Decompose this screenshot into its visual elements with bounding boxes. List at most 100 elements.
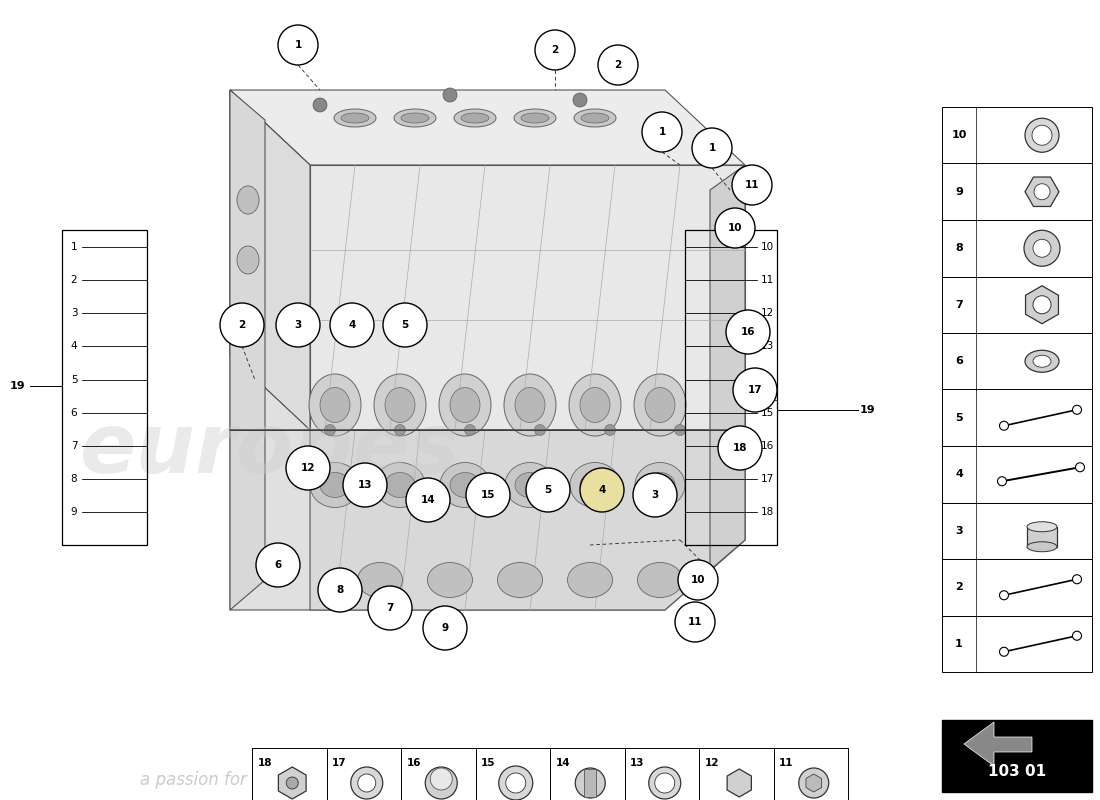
Circle shape [276,303,320,347]
Text: 15: 15 [482,758,496,768]
Text: 18: 18 [257,758,273,768]
Circle shape [383,303,427,347]
Circle shape [368,586,412,630]
Ellipse shape [638,562,682,598]
Circle shape [1072,631,1081,640]
Circle shape [1000,590,1009,600]
Polygon shape [1025,286,1058,324]
Ellipse shape [236,186,258,214]
Circle shape [406,478,450,522]
Text: 3: 3 [955,526,962,536]
Text: 15: 15 [481,490,495,500]
Bar [327,748,402,800]
Text: 11: 11 [745,180,759,190]
Circle shape [1024,230,1060,266]
Ellipse shape [450,473,480,498]
Text: 11: 11 [688,617,702,627]
Circle shape [1033,239,1050,258]
Bar [698,748,773,800]
Text: 5: 5 [70,374,77,385]
Text: 6: 6 [70,408,77,418]
Ellipse shape [358,562,403,598]
Polygon shape [310,430,745,610]
Text: 14: 14 [556,758,570,768]
Circle shape [343,463,387,507]
Bar [625,748,698,800]
Text: 4: 4 [598,485,606,495]
Text: 4: 4 [955,470,962,479]
Bar [550,748,625,800]
Circle shape [1000,647,1009,656]
Text: 1: 1 [708,143,716,153]
Text: 19: 19 [860,405,876,415]
Circle shape [715,208,755,248]
Text: 17: 17 [760,474,773,484]
Text: 8: 8 [955,243,962,254]
Text: 12: 12 [705,758,719,768]
Ellipse shape [450,387,480,422]
Text: 18: 18 [733,443,747,453]
Circle shape [649,767,681,799]
Text: 18: 18 [760,507,773,518]
Polygon shape [727,769,751,797]
Circle shape [598,45,638,85]
Ellipse shape [334,109,376,127]
Bar [475,748,550,800]
Ellipse shape [645,387,675,422]
Circle shape [443,88,456,102]
Text: 9: 9 [441,623,449,633]
Polygon shape [710,165,745,570]
Text: 4: 4 [70,342,77,351]
Ellipse shape [521,113,549,123]
Text: 17: 17 [748,385,762,395]
Ellipse shape [580,473,611,498]
Circle shape [605,425,616,435]
Circle shape [733,368,777,412]
Ellipse shape [1033,355,1050,367]
Text: 17: 17 [332,758,346,768]
Bar [942,559,1092,615]
Circle shape [654,773,674,793]
Text: 19: 19 [10,381,25,391]
Ellipse shape [1025,350,1059,372]
Circle shape [426,767,458,799]
Circle shape [286,446,330,490]
Text: 2: 2 [615,60,622,70]
Text: 10: 10 [952,130,967,140]
Ellipse shape [236,306,258,334]
Circle shape [318,568,362,612]
Bar [942,720,1092,792]
Text: 1: 1 [70,242,77,252]
Circle shape [1034,184,1050,200]
Ellipse shape [505,462,556,507]
Circle shape [675,602,715,642]
Circle shape [220,303,264,347]
Circle shape [324,425,336,435]
Circle shape [1076,462,1085,472]
Polygon shape [230,90,310,430]
Circle shape [526,468,570,512]
Bar [942,390,1092,446]
Text: 6: 6 [955,356,962,366]
Ellipse shape [236,246,258,274]
Ellipse shape [428,562,473,598]
Ellipse shape [635,462,685,507]
Ellipse shape [514,109,556,127]
Text: 12: 12 [760,308,773,318]
Text: 7: 7 [386,603,394,613]
Bar [773,748,848,800]
Ellipse shape [374,374,426,436]
Ellipse shape [580,387,611,422]
Circle shape [1000,422,1009,430]
Text: 2: 2 [70,275,77,285]
Circle shape [358,774,376,792]
Polygon shape [1025,177,1059,206]
Ellipse shape [515,387,544,422]
Text: 9: 9 [955,186,962,197]
Text: 2: 2 [239,320,245,330]
Bar [942,163,1092,220]
Bar [942,107,1092,163]
Text: 10: 10 [760,242,773,252]
Text: 11: 11 [779,758,794,768]
Bar [942,277,1092,333]
